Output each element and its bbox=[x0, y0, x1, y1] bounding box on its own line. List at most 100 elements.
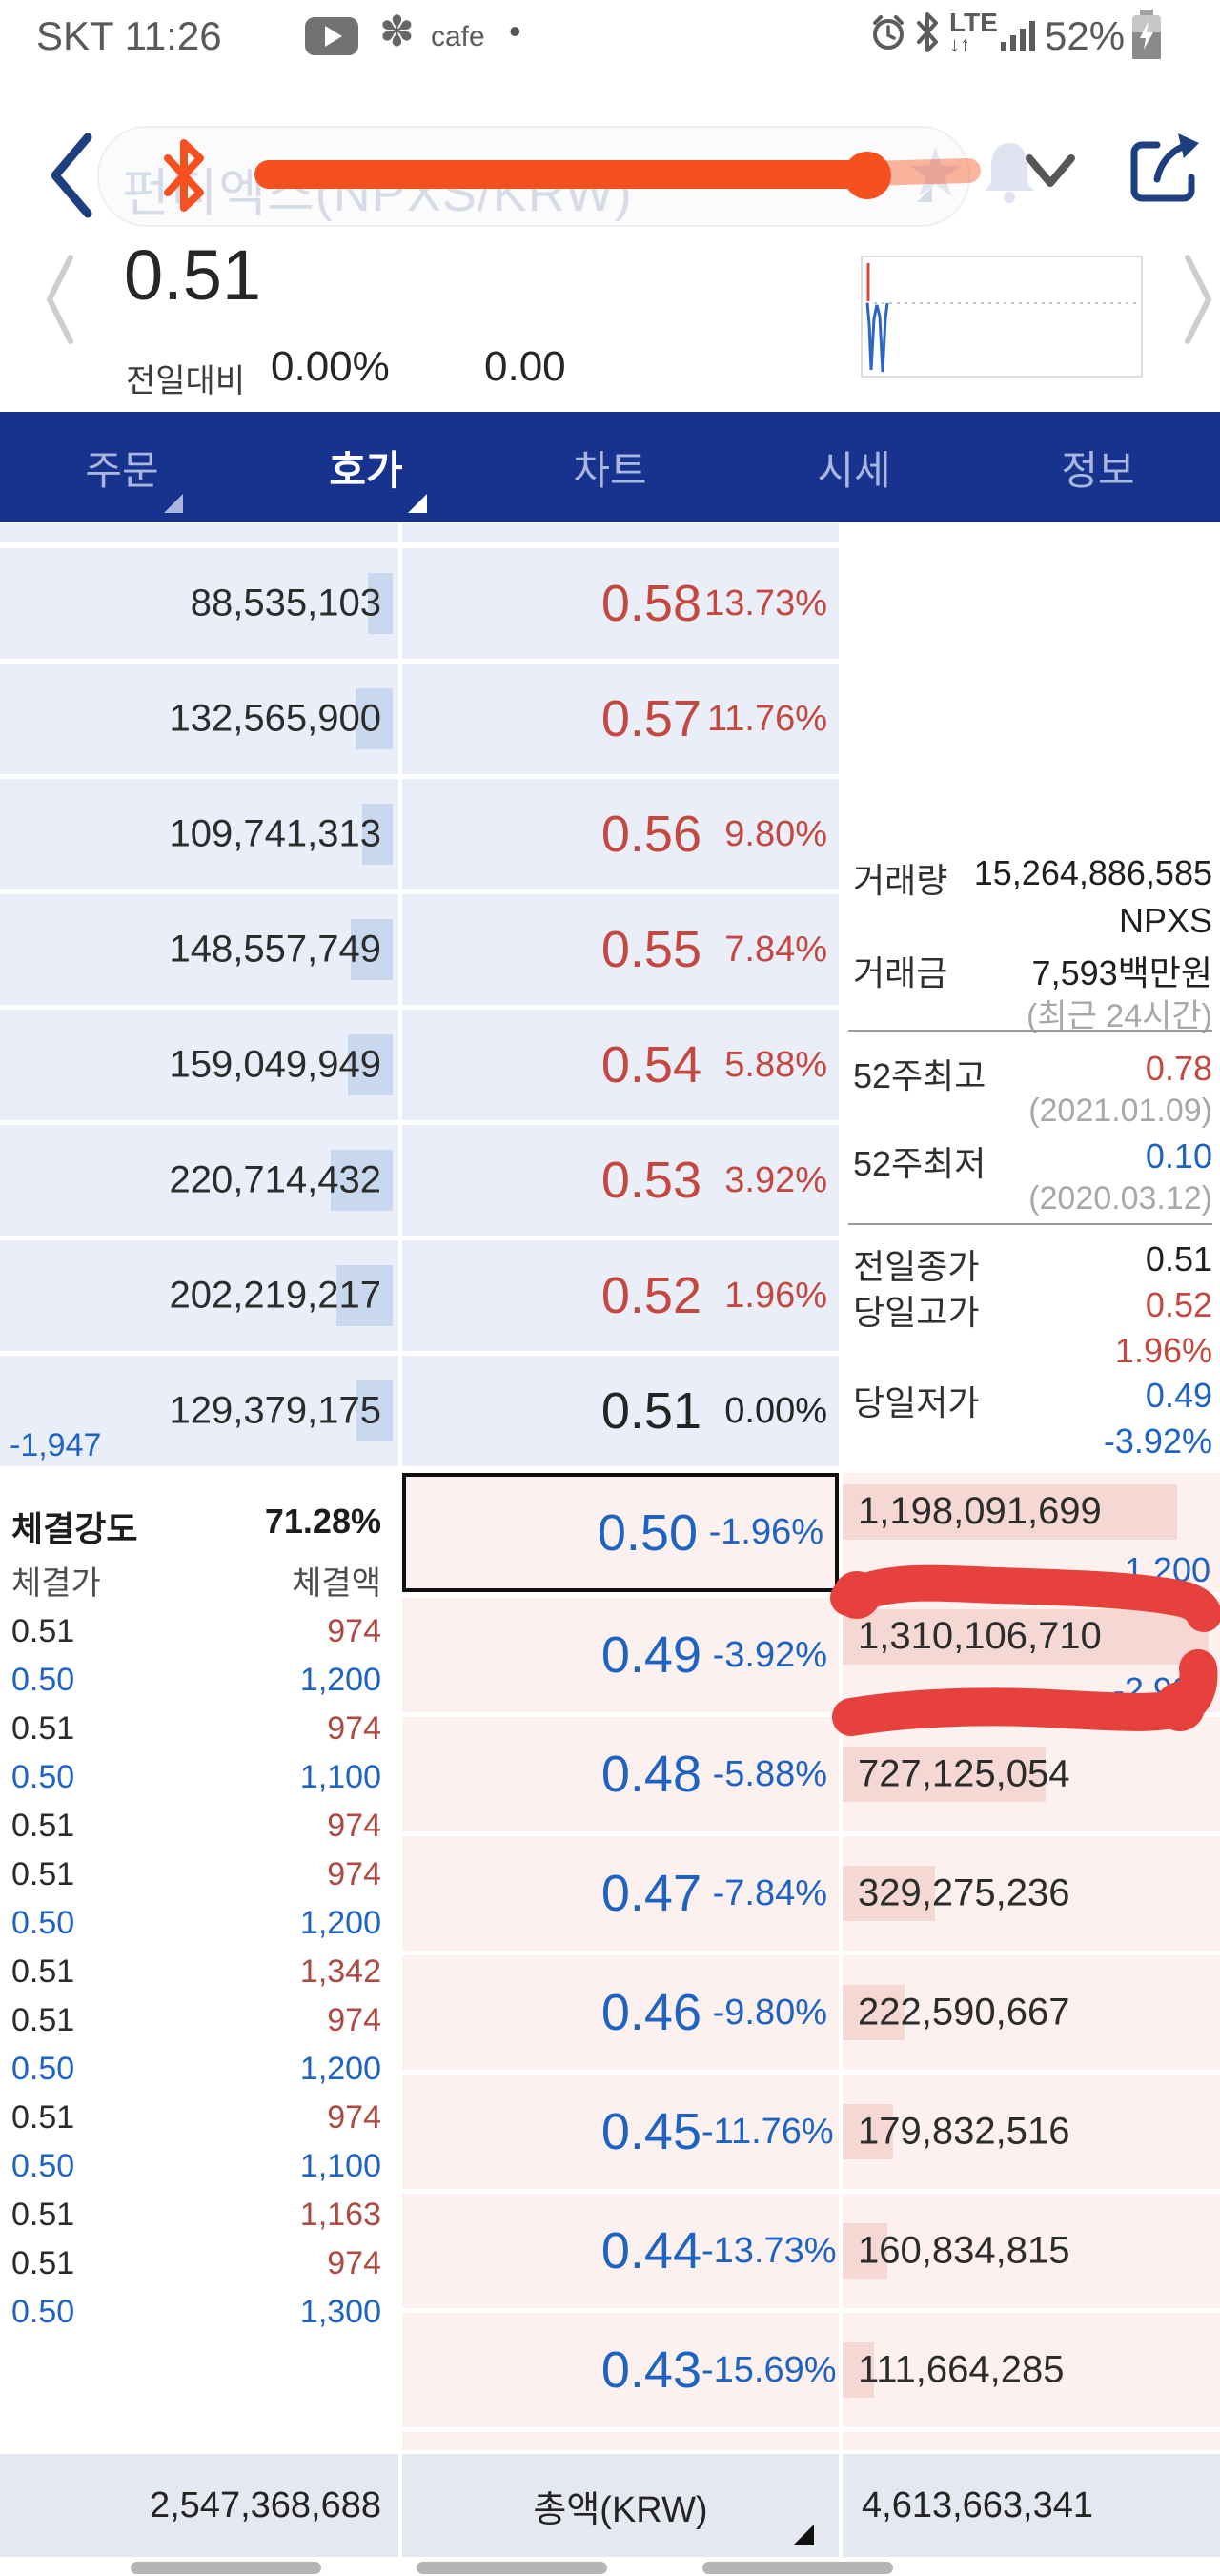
ask-price-row-0.57[interactable]: 0.57 11.76% bbox=[402, 664, 839, 774]
trade-price: 0.51 bbox=[11, 1710, 75, 1747]
nav-hint-bar-center[interactable] bbox=[417, 2562, 607, 2574]
ask-qty-cell: 109,741,313 bbox=[0, 779, 398, 889]
ask-percent: 7.84% bbox=[724, 929, 827, 970]
alert-bell-icon[interactable] bbox=[982, 139, 1037, 204]
ask-price-row-0.53[interactable]: 0.53 3.92% bbox=[402, 1125, 839, 1236]
trade-price-header: 체결가 bbox=[11, 1565, 101, 1602]
bid-quantity: 1,310,106,710 bbox=[858, 1615, 1102, 1657]
ask-price-row-0.58[interactable]: 0.58 13.73% bbox=[402, 548, 839, 659]
ask-price-row-0.56[interactable]: 0.56 9.80% bbox=[402, 779, 839, 889]
ask-depth-bar bbox=[348, 1034, 393, 1095]
info-note: (최근 24시간) bbox=[1026, 998, 1212, 1034]
tab-label: 차트 bbox=[573, 447, 647, 493]
tab-selected-triangle bbox=[408, 494, 427, 513]
ask-price: 0.54 bbox=[600, 1036, 702, 1094]
trade-row: 0.50 1,200 bbox=[0, 1658, 398, 1704]
tab-정보[interactable]: 정보 bbox=[976, 412, 1220, 522]
bid-row-partial bbox=[843, 2432, 1220, 2450]
ask-percent: 0.00% bbox=[724, 1390, 827, 1431]
tab-호가[interactable]: 호가 bbox=[244, 412, 488, 522]
info-value: -3.92% bbox=[1103, 1421, 1212, 1461]
ask-depth-bar bbox=[356, 688, 393, 749]
tab-주문[interactable]: 주문 bbox=[0, 412, 244, 522]
alarm-icon bbox=[869, 13, 907, 51]
tab-selected-triangle bbox=[164, 494, 183, 513]
ask-percent: 13.73% bbox=[704, 583, 827, 624]
trade-row: 0.51 974 bbox=[0, 1707, 398, 1752]
back-button[interactable] bbox=[46, 132, 95, 219]
trade-row: 0.50 1,100 bbox=[0, 2144, 398, 2190]
bid-price-row-0.47[interactable]: 0.47 -7.84% bbox=[402, 1836, 839, 1951]
info-value: 0.52 bbox=[1145, 1285, 1212, 1324]
ask-price-row-0.54[interactable]: 0.54 5.88% bbox=[402, 1010, 839, 1120]
ask-price-row-0.55[interactable]: 0.55 7.84% bbox=[402, 894, 839, 1005]
total-label: 총액(KRW) bbox=[533, 2489, 708, 2530]
bid-price-row-0.46[interactable]: 0.46 -9.80% bbox=[402, 1955, 839, 2070]
trade-amount: 1,163 bbox=[299, 2197, 381, 2233]
bluetooth-connected-icon bbox=[160, 137, 208, 214]
ask-depth-bar bbox=[336, 1265, 393, 1326]
trade-price: 0.50 bbox=[11, 2294, 75, 2330]
chevron-down-icon[interactable] bbox=[1024, 153, 1077, 193]
info-label: 52주최저 bbox=[853, 1144, 986, 1183]
tab-시세[interactable]: 시세 bbox=[732, 412, 976, 522]
bid-qty-cell: 329,275,236 bbox=[843, 1836, 1220, 1951]
trade-price: 0.51 bbox=[11, 2002, 75, 2038]
trade-row: 0.51 974 bbox=[0, 1998, 398, 2044]
trade-amount: 974 bbox=[327, 1710, 381, 1747]
nav-hint-bar-right[interactable] bbox=[702, 2562, 893, 2574]
ask-price-row-0.52[interactable]: 0.52 1.96% bbox=[402, 1240, 839, 1351]
info-label: 전일종가 bbox=[853, 1247, 980, 1286]
prev-coin-chevron[interactable] bbox=[44, 254, 76, 345]
ask-total: 4,613,663,341 bbox=[862, 2484, 1094, 2525]
trade-row: 0.51 974 bbox=[0, 2096, 398, 2141]
ask-total-cell: 4,613,663,341 bbox=[843, 2454, 1220, 2557]
ask-depth-bar bbox=[368, 573, 393, 634]
total-selector[interactable]: 총액(KRW) bbox=[402, 2454, 839, 2557]
ask-price-row-0.51[interactable]: 0.51 0.00% bbox=[402, 1356, 839, 1466]
tab-bar: 주문 호가 차트 시세 정보 bbox=[0, 412, 1220, 522]
mini-chart[interactable] bbox=[861, 256, 1143, 378]
bid-price-row-0.45[interactable]: 0.45 -11.76% bbox=[402, 2075, 839, 2189]
info-label: 52주최고 bbox=[853, 1056, 986, 1095]
bid-price-row-0.44[interactable]: 0.44 -13.73% bbox=[402, 2194, 839, 2308]
bid-percent: -11.76% bbox=[702, 2111, 834, 2152]
bid-price: 0.50 bbox=[597, 1503, 698, 1562]
bid-qty-cell: 222,590,667 bbox=[843, 1955, 1220, 2070]
bid-percent: -7.84% bbox=[712, 1872, 827, 1913]
share-icon[interactable] bbox=[1128, 130, 1203, 206]
tab-label: 정보 bbox=[1061, 447, 1135, 493]
bid-price: 0.45 bbox=[600, 2103, 702, 2160]
trade-amount: 974 bbox=[327, 2245, 381, 2281]
tab-차트[interactable]: 차트 bbox=[488, 412, 732, 522]
ask-price: 0.57 bbox=[600, 690, 702, 747]
trade-amount: 974 bbox=[327, 2002, 381, 2038]
favorite-star-icon[interactable]: ★ bbox=[905, 135, 966, 210]
trade-row: 0.51 1,163 bbox=[0, 2193, 398, 2239]
nav-hint-bar-left[interactable] bbox=[131, 2562, 321, 2574]
bid-price-row-0.43[interactable]: 0.43 -15.69% bbox=[402, 2313, 839, 2427]
info-value: 1.96% bbox=[1114, 1331, 1212, 1370]
change-value: 0.00 bbox=[484, 343, 566, 390]
bid-qty-cell: 179,832,516 bbox=[843, 2075, 1220, 2189]
bid-percent: -9.80% bbox=[712, 1992, 827, 2033]
trade-row: 0.50 1,200 bbox=[0, 1901, 398, 1947]
bid-price-row-0.48[interactable]: 0.48 -5.88% bbox=[402, 1717, 839, 1831]
bid-price-row-0.49[interactable]: 0.49 -3.92% bbox=[402, 1598, 839, 1712]
ask-price: 0.56 bbox=[600, 806, 702, 863]
bid-quantity: 111,664,285 bbox=[858, 2348, 1065, 2391]
bid-qty-cell: 160,834,815 bbox=[843, 2194, 1220, 2308]
bluetooth-status-icon bbox=[915, 11, 940, 53]
trade-price: 0.50 bbox=[11, 1905, 75, 1941]
ask-depth-bar bbox=[351, 919, 393, 980]
trade-amount-header: 체결액 bbox=[292, 1565, 381, 1602]
trade-price: 0.51 bbox=[11, 1953, 75, 1990]
next-coin-chevron[interactable] bbox=[1182, 254, 1214, 345]
ask-quantity: 88,535,103 bbox=[190, 582, 381, 624]
bid-qty-cell: 1,310,106,710 -2,998 bbox=[843, 1598, 1220, 1712]
tab-label: 주문 bbox=[85, 447, 159, 493]
bid-price-row-0.50[interactable]: 0.50 -1.96% bbox=[402, 1473, 839, 1592]
trade-amount: 1,100 bbox=[299, 1759, 381, 1795]
bid-percent: -13.73% bbox=[702, 2230, 837, 2271]
